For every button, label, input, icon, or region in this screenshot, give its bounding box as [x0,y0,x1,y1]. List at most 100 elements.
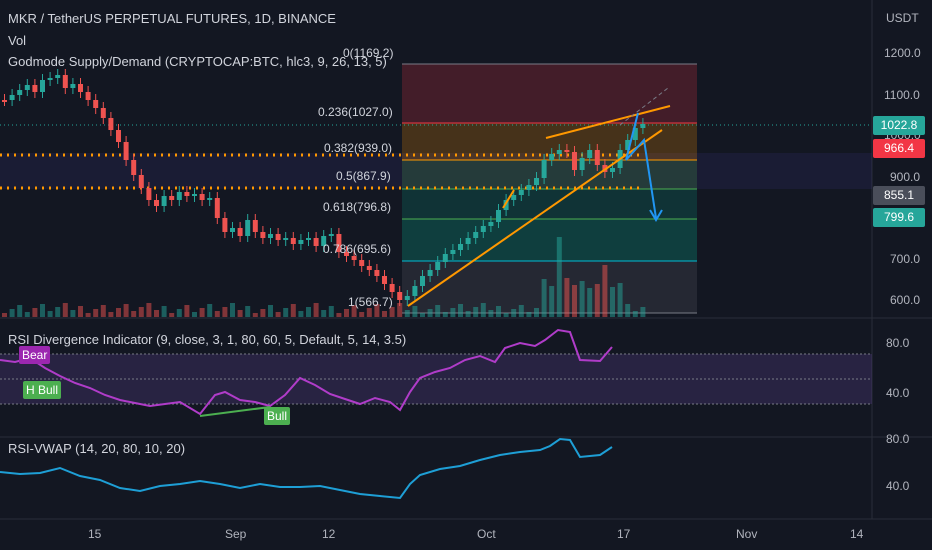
volume-bar [610,287,615,317]
candle-body [549,154,555,160]
volume-bar [154,310,159,317]
candle-body [268,234,273,238]
volume-bar [594,284,600,317]
rsi-vwap-indicator-label[interactable]: RSI-VWAP (14, 20, 80, 10, 20) [8,441,186,456]
volume-indicator-label[interactable]: Vol [8,33,27,48]
bear-signal-flag: Bear [19,346,51,364]
fib-label-1: 1(566.7) [348,295,393,309]
price-tick: 600.0 [890,293,921,307]
candle-body [146,188,152,200]
candle-body [632,128,638,140]
last-price-tag: 1022.8 [873,116,925,135]
candle-body [518,190,524,195]
volume-bar [214,311,220,317]
volume-bar [313,303,319,317]
candle-body [344,252,349,256]
volume-bar [404,310,410,317]
candle-body [207,198,213,200]
volume-bar [199,308,205,317]
volume-bar [511,309,517,317]
candle-body [275,234,281,240]
volume-bar [412,306,418,317]
bull-divergence-line [199,406,271,417]
candle-body [579,158,585,170]
candle-body [503,200,509,210]
fib-label-05: 0.5(867.9) [336,169,391,183]
price-tick: 1200.0 [884,46,921,60]
candle-body [640,124,646,128]
candle-body [526,185,532,190]
candle-body [359,260,365,266]
volume-bar [564,278,570,317]
time-tick: Nov [736,527,758,541]
time-tick: Sep [225,527,247,541]
volume-bar [306,307,311,317]
candle-body [131,160,137,175]
volume-bar [328,306,334,317]
candle-body [397,292,403,300]
volume-bar [252,313,258,317]
volume-bar [496,306,501,317]
candle-body [78,84,83,92]
supply-demand-indicator-label[interactable]: Godmode Supply/Demand (CRYPTOCAP:BTC, hl… [8,54,387,69]
candle-body [336,234,342,252]
candle-body [389,284,395,292]
volume-bar [458,304,463,317]
candle-body [169,196,175,200]
volume-bar [541,279,547,317]
symbol-title[interactable]: MKR / TetherUS PERPETUAL FUTURES, 1D, BI… [8,11,336,26]
candle-body [161,196,167,206]
volume-bar [374,304,380,317]
candle-body [313,238,319,246]
volume-bars [2,237,646,317]
candle-body [382,276,387,284]
volume-bar [488,310,494,317]
candle-body [572,152,577,170]
projection-dashed [619,87,669,126]
time-tick: Oct [477,527,496,541]
candle-body [412,286,418,296]
time-tick: 14 [850,527,864,541]
candle-body [366,266,372,270]
candle-body [374,270,380,276]
candle-body [138,175,144,188]
candle-body [184,192,190,196]
candle-body [260,232,266,238]
volume-bar [534,308,539,317]
volume-bar [283,308,289,317]
volume-bar [245,306,251,317]
candle-body [116,130,121,142]
volume-bar [123,304,129,317]
h-bull-signal-flag: H Bull [23,381,62,399]
time-tick: 17 [617,527,631,541]
candle-body [245,220,251,236]
volume-bar [131,311,137,317]
volume-bar [587,288,593,317]
volume-bar [473,307,479,317]
rsi-vwap-tick: 80.0 [886,432,910,446]
trend-line-upper [545,105,671,139]
rsi-divergence-indicator-label[interactable]: RSI Divergence Indicator (9, close, 3, 1… [8,332,407,347]
candle-body [9,95,15,100]
fibonacci-retracement [402,63,697,314]
volume-bar [427,309,433,317]
candle-body [2,100,7,102]
volume-bar [161,306,167,317]
fib-label-0786: 0.786(695.6) [323,242,392,256]
trend-line-short [502,189,515,209]
volume-bar [237,310,243,317]
volume-bar [146,303,152,317]
supply-zone [0,153,872,189]
volume-bar [450,308,456,317]
candle-body [123,142,129,160]
candle-body [252,220,258,232]
candle-body [488,222,494,226]
projection-arrow [625,112,657,219]
candle-body [625,140,631,150]
volume-bar [298,311,304,317]
candle-body [214,198,220,218]
volume-bar [617,283,623,317]
volume-bar [108,312,114,317]
candle-body [283,238,289,240]
